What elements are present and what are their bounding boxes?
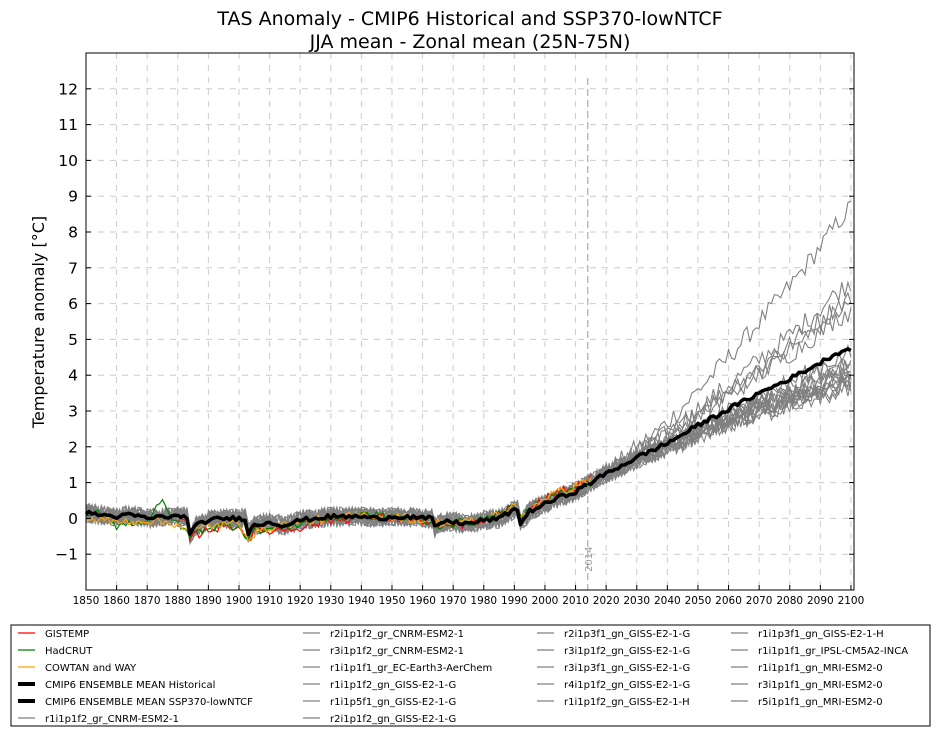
model-member-line [85,343,852,539]
legend-label: r1i1p1f1_gr_IPSL-CM5A2-INCA [758,646,908,657]
grid-lines [85,53,854,590]
x-tick-label: 2000 [532,595,559,607]
y-tick-label: 7 [68,259,78,277]
y-tick-label: 3 [68,403,78,421]
model-member-line [85,200,852,540]
model-member-line [85,359,852,539]
x-tick-label: 1880 [164,595,191,607]
legend-label: r1i1p1f1_gn_MRI-ESM2-0 [758,663,883,674]
x-tick-label: 2020 [593,595,620,607]
x-tick-label: 1950 [379,595,406,607]
legend-label: r4i1p1f2_gn_GISS-E2-1-G [564,680,690,691]
x-tick-label: 2030 [623,595,650,607]
y-tick-label: 11 [58,116,78,134]
legend-label: GISTEMP [45,629,89,640]
annotation-2014: 2014 [584,78,595,590]
ensemble-mean-historical-line [84,482,589,537]
legend-label: r2i1p3f1_gn_GISS-E2-1-G [564,629,690,640]
y-tick-label: 12 [58,80,78,98]
legend-label: r5i1p1f1_gn_MRI-ESM2-0 [758,697,883,708]
legend-label: r3i1p3f1_gn_GISS-E2-1-G [564,663,690,674]
x-tick-label: 2080 [776,595,803,607]
model-member-line [85,372,852,537]
y-tick-label: 6 [68,295,78,313]
annotation-label: 2014 [584,547,595,572]
y-tick-label: −1 [55,546,78,564]
x-tick-label: 1900 [226,595,253,607]
model-member-line [85,358,852,542]
legend-box [10,624,931,727]
x-tick-label: 1920 [287,595,314,607]
model-member-lines [85,200,852,546]
y-tick-label: 5 [68,331,78,349]
y-tick-label: 9 [68,188,78,206]
x-tick-label: 1850 [73,595,100,607]
x-tick-label: 1940 [348,595,375,607]
x-tick-label: 1890 [195,595,222,607]
chart-title: TAS Anomaly - CMIP6 Historical and SSP37… [216,8,722,30]
y-tick-label: 10 [58,152,78,170]
chart-subtitle: JJA mean - Zonal mean (25N-75N) [309,31,631,53]
x-tick-label: 1870 [134,595,161,607]
legend-label: HadCRUT [45,646,93,657]
legend-label: r1i1p5f1_gn_GISS-E2-1-G [330,697,456,708]
legend-label: r1i1p1f2_gn_GISS-E2-1-H [564,697,690,708]
y-tick-label: 4 [68,367,78,385]
legend-label: r3i1p1f1_gn_MRI-ESM2-0 [758,680,883,691]
plot-frame [85,52,855,591]
legend-label: r2i1p1f2_gn_GISS-E2-1-G [330,714,456,725]
ensemble-mean-ssp-line [587,347,852,487]
y-tick-label: 8 [68,224,78,242]
x-tick-label: 1930 [317,595,344,607]
legend-label: CMIP6 ENSEMBLE MEAN Historical [45,680,215,691]
x-tick-label: 2070 [746,595,773,607]
y-tick-label: 2 [68,438,78,456]
y-tick-label: 0 [68,510,78,528]
x-tick-label: 2100 [838,595,865,607]
x-tick-label: 1980 [470,595,497,607]
x-tick-label: 1860 [103,595,130,607]
legend-label: COWTAN and WAY [45,663,137,674]
x-tick-label: 2060 [715,595,742,607]
legend-label: r1i1p3f1_gn_GISS-E2-1-H [758,629,884,640]
legend-label: r3i1p1f2_gn_GISS-E2-1-G [564,646,690,657]
x-tick-label: 1990 [501,595,528,607]
x-tick-label: 1960 [409,595,436,607]
x-tick-label: 2010 [562,595,589,607]
model-member-line [85,358,852,539]
legend-label: r2i1p1f2_gr_CNRM-ESM2-1 [330,629,464,640]
ensemble-mean-lines [84,347,852,537]
model-member-line [85,380,852,544]
legend-label: r1i1p1f1_gr_EC-Earth3-AerChem [330,663,492,674]
x-tick-label: 1970 [440,595,467,607]
legend: GISTEMP HadCRUT COWTAN and WAY CMIP6 ENSEMB… [18,629,908,725]
y-tick-label: 1 [68,474,78,492]
legend-label: r3i1p1f2_gr_CNRM-ESM2-1 [330,646,464,657]
y-axis-label: Temperature anomaly [°C] [29,216,48,429]
x-axis-ticks: 1850 1860 1870 1880 1890 1900 1910 1920 1930 1940… [73,585,865,607]
x-tick-label: 2090 [807,595,834,607]
x-tick-label: 2040 [654,595,681,607]
x-tick-label: 1910 [256,595,283,607]
legend-label: r1i1p1f2_gr_CNRM-ESM2-1 [45,714,179,725]
legend-label: CMIP6 ENSEMBLE MEAN SSP370-lowNTCF [45,697,253,708]
legend-label: r1i1p1f2_gn_GISS-E2-1-G [330,680,456,691]
model-member-line [85,370,852,536]
x-tick-label: 2050 [685,595,712,607]
